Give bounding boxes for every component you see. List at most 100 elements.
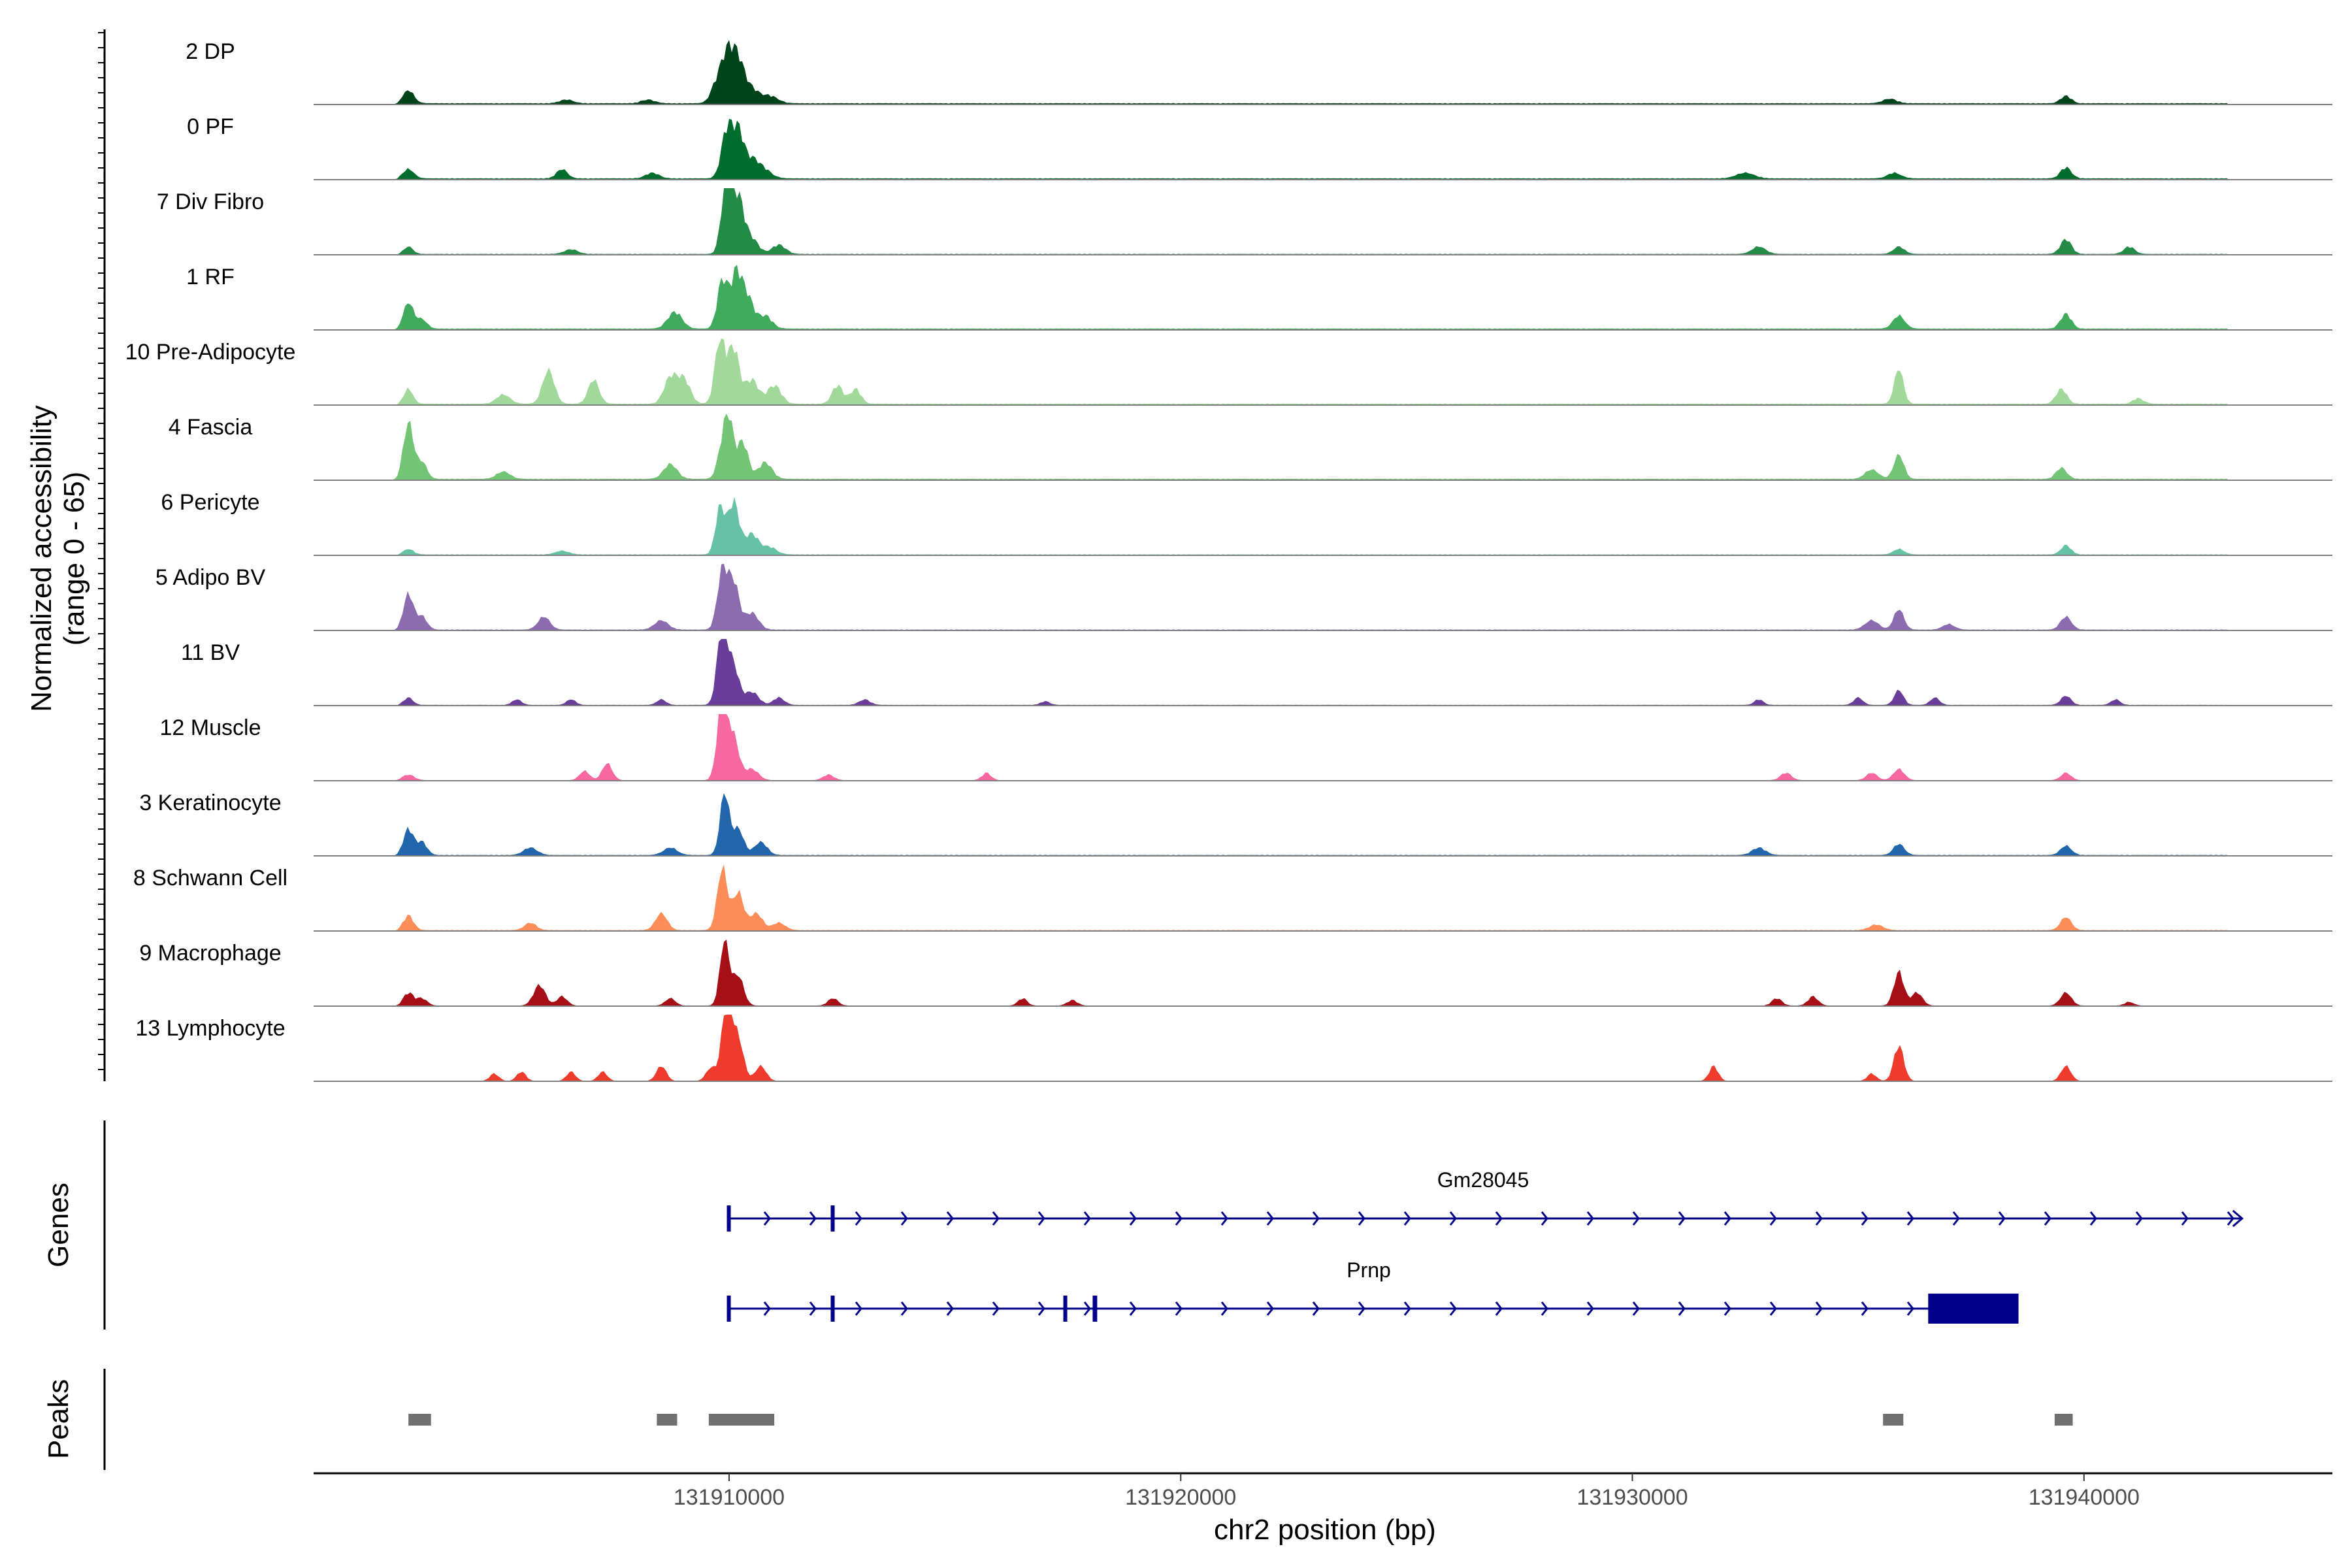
coverage-area	[314, 639, 2332, 706]
track-label: 11 BV	[181, 640, 240, 665]
strand-chevron	[1266, 1301, 1274, 1316]
strand-chevron	[1678, 1211, 1686, 1226]
track-11-bv: 11 BV	[181, 639, 2332, 706]
strand-chevron	[1769, 1211, 1777, 1226]
strand-chevron	[2044, 1211, 2051, 1226]
strand-chevron	[2135, 1211, 2143, 1226]
track-label: 7 Div Fibro	[157, 189, 264, 214]
y-axis-title-line2: (range 0 - 65)	[58, 472, 90, 646]
accessibility-tracks: 2 DP 0 PF 7 Div Fibro 1 RF 10 Pre-Adipocyte 4…	[125, 39, 2332, 1082]
track-6-pericyte: 6 Pericyte	[161, 490, 2332, 556]
x-tick-label: 131910000	[674, 1485, 785, 1510]
coverage-area	[314, 414, 2332, 480]
coverage-area	[314, 1015, 2332, 1081]
gene-gm28045: Gm28045	[727, 1168, 2244, 1232]
track-1-rf: 1 RF	[186, 265, 2332, 331]
track-8-schwann-cell: 8 Schwann Cell	[133, 864, 2332, 932]
coverage-area	[314, 188, 2332, 255]
peak-region	[408, 1414, 431, 1426]
gene-name: Prnp	[1347, 1258, 1391, 1282]
coverage-area	[314, 40, 2332, 105]
coverage-area	[314, 864, 2332, 931]
strand-chevron	[1175, 1211, 1183, 1226]
strand-chevron	[1586, 1211, 1594, 1226]
strand-chevron	[1312, 1211, 1320, 1226]
track-label: 3 Keratinocyte	[139, 791, 281, 815]
track-2-dp: 2 DP	[186, 39, 2332, 105]
strand-chevron	[2181, 1211, 2189, 1226]
strand-chevron	[1449, 1301, 1457, 1316]
strand-chevron	[1906, 1211, 1914, 1226]
gene-annotation-panel: Gm28045 Prnp	[727, 1168, 2244, 1324]
track-label: 1 RF	[186, 265, 235, 289]
strand-chevron	[1083, 1211, 1091, 1226]
strand-chevron	[1358, 1301, 1365, 1316]
strand-chevron	[900, 1301, 908, 1316]
x-axis-title: chr2 position (bp)	[1214, 1514, 1436, 1546]
strand-chevron	[763, 1301, 771, 1316]
peak-region	[708, 1414, 775, 1426]
strand-chevron	[1632, 1211, 1640, 1226]
track-label: 2 DP	[186, 39, 235, 64]
track-9-macrophage: 9 Macrophage	[139, 939, 2332, 1007]
track-label: 6 Pericyte	[161, 490, 259, 515]
strand-chevron	[900, 1211, 908, 1226]
x-tick-label: 131920000	[1125, 1485, 1236, 1510]
strand-chevron	[1541, 1301, 1548, 1316]
strand-chevron	[1678, 1301, 1686, 1316]
strand-chevron	[1541, 1211, 1548, 1226]
y-axis-title-line1: Normalized accessibility	[25, 405, 57, 711]
coverage-area	[314, 118, 2332, 180]
track-12-muscle: 12 Muscle	[160, 714, 2332, 781]
peak-region	[1883, 1414, 1904, 1426]
coverage-area	[314, 793, 2332, 856]
strand-chevron	[809, 1301, 817, 1316]
coverage-area	[314, 714, 2332, 781]
strand-chevron	[855, 1211, 862, 1226]
strand-chevron	[1723, 1301, 1731, 1316]
strand-chevron	[1495, 1211, 1503, 1226]
peaks-panel	[408, 1414, 2073, 1426]
gene-name: Gm28045	[1437, 1168, 1529, 1192]
track-0-pf: 0 PF	[187, 114, 2332, 180]
gene-coding-block	[1928, 1294, 2019, 1324]
coverage-area	[314, 265, 2332, 330]
strand-chevron	[1403, 1301, 1411, 1316]
strand-chevron	[1815, 1211, 1823, 1226]
track-label: 8 Schwann Cell	[133, 866, 287, 890]
strand-chevron	[1129, 1211, 1137, 1226]
track-7-div-fibro: 7 Div Fibro	[157, 188, 2332, 255]
track-10-pre-adipocyte: 10 Pre-Adipocyte	[125, 338, 2332, 406]
gene-prnp: Prnp	[727, 1258, 2019, 1324]
track-label: 0 PF	[187, 114, 234, 139]
strand-chevron	[1952, 1211, 1960, 1226]
coverage-area	[314, 564, 2332, 630]
strand-chevron	[1815, 1301, 1823, 1316]
coverage-y-axis-ticks	[98, 32, 105, 1070]
strand-chevron	[1449, 1211, 1457, 1226]
strand-chevron	[809, 1211, 817, 1226]
x-axis-ticks: 131910000 131920000 131930000 131940000	[674, 1473, 2140, 1510]
coverage-area	[314, 939, 2332, 1006]
strand-chevron	[1495, 1301, 1503, 1316]
strand-chevron	[1632, 1301, 1640, 1316]
gene-exon	[830, 1296, 835, 1322]
strand-chevron	[1769, 1301, 1777, 1316]
strand-chevron	[992, 1301, 1000, 1316]
strand-chevron	[1129, 1301, 1137, 1316]
x-tick-label: 131940000	[2029, 1485, 2140, 1510]
strand-chevron	[1403, 1211, 1411, 1226]
strand-chevron	[1861, 1211, 1869, 1226]
x-tick-label: 131930000	[1576, 1485, 1688, 1510]
strand-chevron	[1998, 1211, 2006, 1226]
strand-chevron	[1083, 1301, 1091, 1316]
track-label: 4 Fascia	[169, 415, 253, 440]
strand-chevron	[1861, 1301, 1869, 1316]
strand-chevron	[2089, 1211, 2097, 1226]
track-13-lymphocyte: 13 Lymphocyte	[135, 1015, 2332, 1082]
track-5-adipo-bv: 5 Adipo BV	[155, 564, 2332, 631]
strand-chevron	[1037, 1301, 1045, 1316]
genes-panel-label: Genes	[42, 1183, 74, 1267]
track-4-fascia: 4 Fascia	[169, 414, 2332, 481]
